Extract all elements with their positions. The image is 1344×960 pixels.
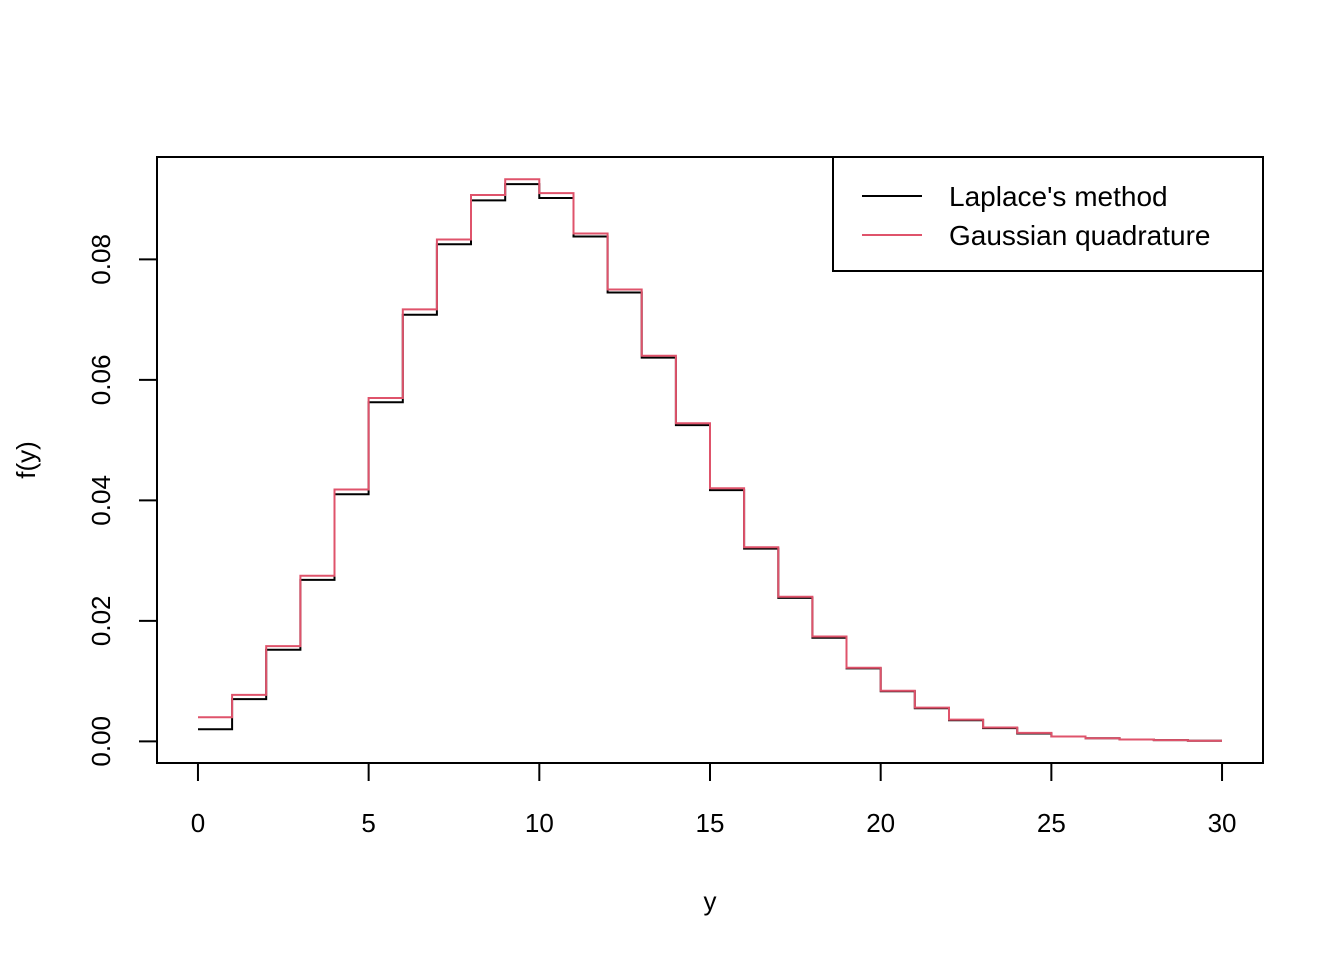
x-axis: 0 5 10 15 20 25 30 <box>191 762 1237 838</box>
x-tick-label: 20 <box>866 808 895 838</box>
legend-label-gaussian: Gaussian quadrature <box>949 220 1211 251</box>
x-tick-label: 15 <box>696 808 725 838</box>
x-tick-label: 10 <box>525 808 554 838</box>
series-layer <box>198 178 1222 742</box>
legend: Laplace's method Gaussian quadrature <box>832 156 1264 272</box>
legend-label-laplace: Laplace's method <box>949 181 1168 212</box>
x-tick-label: 0 <box>191 808 205 838</box>
series-line-1 <box>198 178 1222 742</box>
y-tick-label: 0.02 <box>86 595 116 646</box>
x-tick-label: 5 <box>361 808 375 838</box>
y-tick-label: 0.06 <box>86 355 116 406</box>
x-tick-label: 30 <box>1208 808 1237 838</box>
legend-box <box>832 156 1264 272</box>
y-axis: 0.00 0.02 0.04 0.06 0.08 <box>86 234 158 767</box>
y-tick-label: 0.04 <box>86 475 116 526</box>
x-axis-title: y <box>704 886 717 916</box>
x-tick-label: 25 <box>1037 808 1066 838</box>
y-axis-title: f(y) <box>11 441 41 479</box>
y-tick-label: 0.00 <box>86 716 116 767</box>
y-tick-label: 0.08 <box>86 234 116 285</box>
